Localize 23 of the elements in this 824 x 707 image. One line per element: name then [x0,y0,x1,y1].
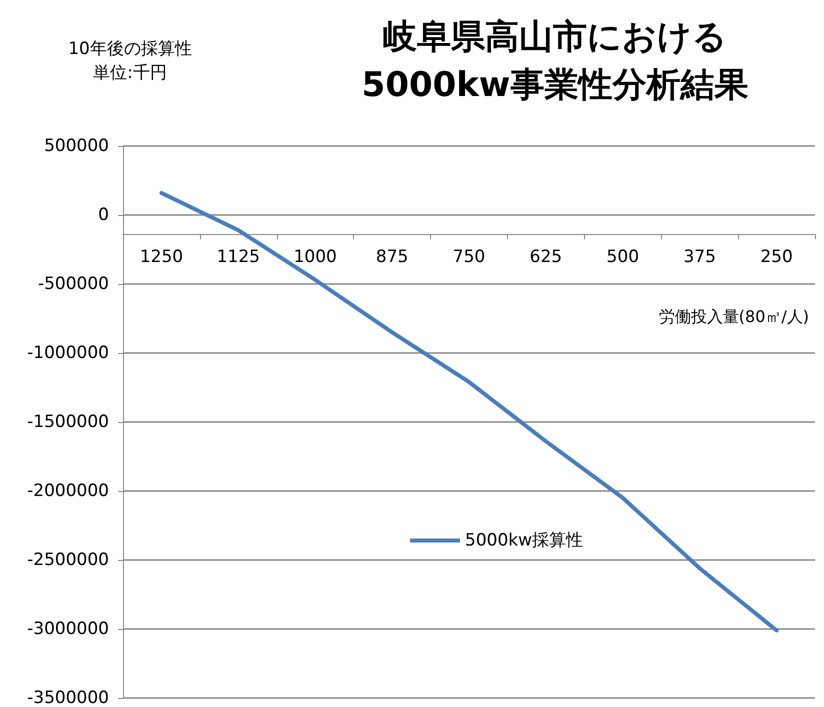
chart-title: 岐阜県高山市における 5000kw事業性分析結果 [362,17,748,105]
y-axis-title: 単位:千円 [93,63,167,83]
legend-label: 5000kw採算性 [465,530,584,550]
y-tick-label: -3500000 [27,688,109,707]
x-tick-label: 375 [683,246,716,267]
y-tick-label: -500000 [38,274,109,294]
x-tick-label: 625 [530,246,562,267]
y-tick-label: -1500000 [27,412,109,432]
x-axis-title: 労働投入量(80㎥/人) [658,306,809,326]
y-tick-label: -3000000 [27,619,109,639]
x-tick-label: 1250 [140,246,184,267]
y-tick-label: -2000000 [27,481,109,501]
x-tick-label: 875 [376,246,408,267]
x-tick-label: 1125 [216,246,260,267]
y-tick-label: 0 [98,205,109,225]
chart-subtitle: 10年後の採算性 [68,39,192,59]
y-tick-label: -2500000 [27,550,109,570]
x-tick-label: 750 [452,246,486,267]
y-tick-label: -1000000 [27,343,109,363]
x-tick-label: 1000 [294,246,337,267]
y-tick-label: 500000 [44,136,109,156]
x-tick-label: 500 [606,246,640,267]
x-tick-label: 250 [760,246,793,267]
